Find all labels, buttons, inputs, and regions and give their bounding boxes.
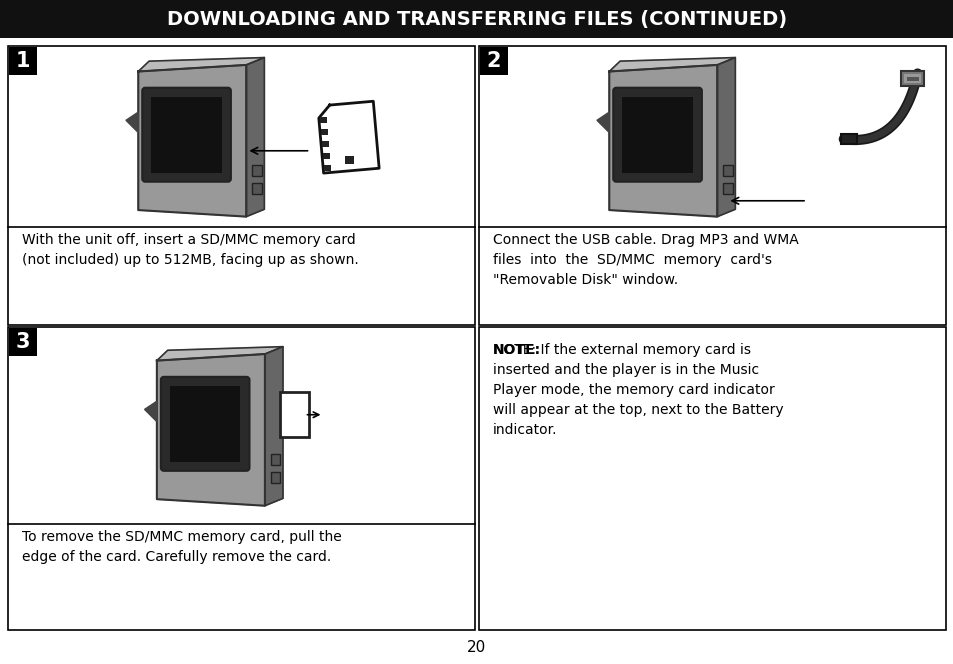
- Text: 3: 3: [16, 332, 30, 352]
- Bar: [321, 129, 327, 135]
- Text: To remove the SD/MMC memory card, pull the
edge of the card. Carefully remove th: To remove the SD/MMC memory card, pull t…: [22, 530, 341, 564]
- Bar: [271, 472, 280, 483]
- FancyBboxPatch shape: [142, 88, 231, 182]
- Text: 20: 20: [467, 641, 486, 655]
- Polygon shape: [265, 347, 283, 506]
- Bar: [8, 327, 475, 630]
- Bar: [722, 183, 732, 195]
- Bar: [722, 165, 732, 176]
- Bar: [9, 328, 37, 356]
- Polygon shape: [138, 58, 264, 72]
- Text: NOTE:: NOTE:: [493, 343, 540, 357]
- Bar: [901, 71, 923, 86]
- Polygon shape: [246, 58, 264, 216]
- Polygon shape: [156, 354, 265, 506]
- Polygon shape: [138, 65, 246, 216]
- FancyBboxPatch shape: [613, 88, 701, 182]
- Bar: [479, 47, 944, 227]
- Polygon shape: [145, 401, 156, 422]
- Bar: [252, 183, 262, 195]
- Bar: [252, 165, 262, 176]
- Text: 1: 1: [16, 51, 30, 71]
- Text: 2: 2: [486, 51, 500, 71]
- Bar: [0, 0, 953, 38]
- Text: DOWNLOADING AND TRANSFERRING FILES (CONTINUED): DOWNLOADING AND TRANSFERRING FILES (CONT…: [167, 9, 786, 29]
- Bar: [319, 117, 326, 124]
- Bar: [152, 97, 222, 173]
- Bar: [322, 141, 329, 147]
- Polygon shape: [717, 58, 735, 216]
- FancyBboxPatch shape: [161, 377, 250, 471]
- Bar: [479, 47, 507, 75]
- Bar: [324, 165, 331, 171]
- Polygon shape: [597, 112, 609, 133]
- Bar: [271, 454, 280, 465]
- Bar: [170, 386, 240, 462]
- Bar: [621, 97, 692, 173]
- Bar: [9, 47, 37, 75]
- Polygon shape: [126, 112, 138, 133]
- Text: Connect the USB cable. Drag MP3 and WMA
files  into  the  SD/MMC  memory  card's: Connect the USB cable. Drag MP3 and WMA …: [493, 233, 798, 288]
- Bar: [903, 74, 920, 83]
- Bar: [905, 76, 918, 80]
- Bar: [279, 392, 309, 438]
- Bar: [9, 328, 474, 524]
- Bar: [8, 46, 475, 325]
- Bar: [840, 134, 856, 144]
- Bar: [323, 153, 330, 159]
- Bar: [478, 46, 945, 325]
- Polygon shape: [609, 58, 735, 72]
- Polygon shape: [156, 347, 283, 361]
- Bar: [344, 155, 354, 164]
- Bar: [9, 47, 474, 227]
- Polygon shape: [609, 65, 717, 216]
- Polygon shape: [318, 101, 378, 173]
- Text: With the unit off, insert a SD/MMC memory card
(not included) up to 512MB, facin: With the unit off, insert a SD/MMC memor…: [22, 233, 358, 268]
- Bar: [478, 327, 945, 630]
- Text: NOTE: If the external memory card is
inserted and the player is in the Music
Pla: NOTE: If the external memory card is ins…: [493, 343, 782, 437]
